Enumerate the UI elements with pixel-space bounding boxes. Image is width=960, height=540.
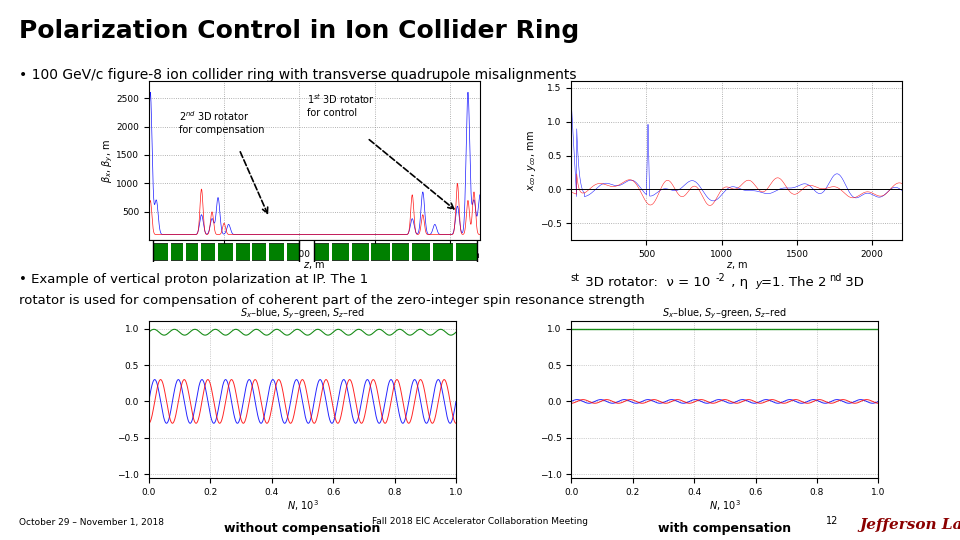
Text: Polarization Control in Ion Collider Ring: Polarization Control in Ion Collider Rin… — [19, 19, 580, 43]
Y-axis label: $\beta_x$, $\beta_y$, m: $\beta_x$, $\beta_y$, m — [100, 139, 114, 183]
Bar — [154, 244, 300, 260]
Text: st: st — [570, 273, 579, 283]
Text: -2: -2 — [715, 273, 725, 283]
Bar — [284, 242, 287, 261]
Bar — [168, 242, 171, 261]
Text: 2$^{nd}$ 3D rotator
for compensation: 2$^{nd}$ 3D rotator for compensation — [179, 110, 264, 135]
X-axis label: $N$, 10$^3$: $N$, 10$^3$ — [286, 498, 319, 513]
Bar — [233, 242, 236, 261]
Text: 3D rotator:  ν = 10: 3D rotator: ν = 10 — [581, 276, 710, 289]
Text: 12: 12 — [826, 516, 838, 526]
Bar — [183, 242, 186, 261]
Text: • 100 GeV/c figure-8 ion collider ring with transverse quadrupole misalignments: • 100 GeV/c figure-8 ion collider ring w… — [19, 68, 577, 82]
Text: rotator is used for compensation of coherent part of the zero-integer spin reson: rotator is used for compensation of cohe… — [19, 294, 645, 307]
Text: without compensation: without compensation — [225, 522, 380, 535]
Bar — [250, 242, 252, 261]
X-axis label: $z$, m: $z$, m — [303, 260, 325, 272]
Text: Fall 2018 EIC Accelerator Collaboration Meeting: Fall 2018 EIC Accelerator Collaboration … — [372, 517, 588, 526]
Text: =1. The 2: =1. The 2 — [761, 276, 827, 289]
Bar — [430, 242, 433, 261]
Y-axis label: $x_{co}$, $y_{co}$, mm: $x_{co}$, $y_{co}$, mm — [526, 130, 539, 191]
X-axis label: $N$, 10$^3$: $N$, 10$^3$ — [708, 498, 741, 513]
Bar — [409, 242, 412, 261]
Title: $S_x$–blue, $S_y$–green, $S_z$–red: $S_x$–blue, $S_y$–green, $S_z$–red — [240, 307, 365, 321]
X-axis label: $z$, m: $z$, m — [726, 260, 748, 272]
Text: • Example of vertical proton polarization at IP. The 1: • Example of vertical proton polarizatio… — [19, 273, 369, 286]
Text: , η: , η — [727, 276, 748, 289]
Bar — [349, 242, 351, 261]
Bar — [314, 244, 477, 260]
Bar — [215, 242, 218, 261]
Bar — [453, 242, 456, 261]
Text: nd: nd — [829, 273, 842, 283]
Title: $S_x$–blue, $S_y$–green, $S_z$–red: $S_x$–blue, $S_y$–green, $S_z$–red — [662, 307, 787, 321]
Text: October 29 – November 1, 2018: October 29 – November 1, 2018 — [19, 517, 164, 526]
Text: 1$^{st}$ 3D rotator
for control: 1$^{st}$ 3D rotator for control — [307, 92, 374, 118]
Text: with compensation: with compensation — [659, 522, 791, 535]
Bar — [369, 242, 372, 261]
Bar — [199, 242, 202, 261]
Text: $z$, m: $z$, m — [460, 251, 480, 260]
Text: Jefferson Lab: Jefferson Lab — [859, 518, 960, 532]
Text: y: y — [756, 279, 761, 289]
Bar — [329, 242, 332, 261]
Bar — [390, 242, 393, 261]
Text: 3D: 3D — [841, 276, 864, 289]
Bar — [266, 242, 269, 261]
